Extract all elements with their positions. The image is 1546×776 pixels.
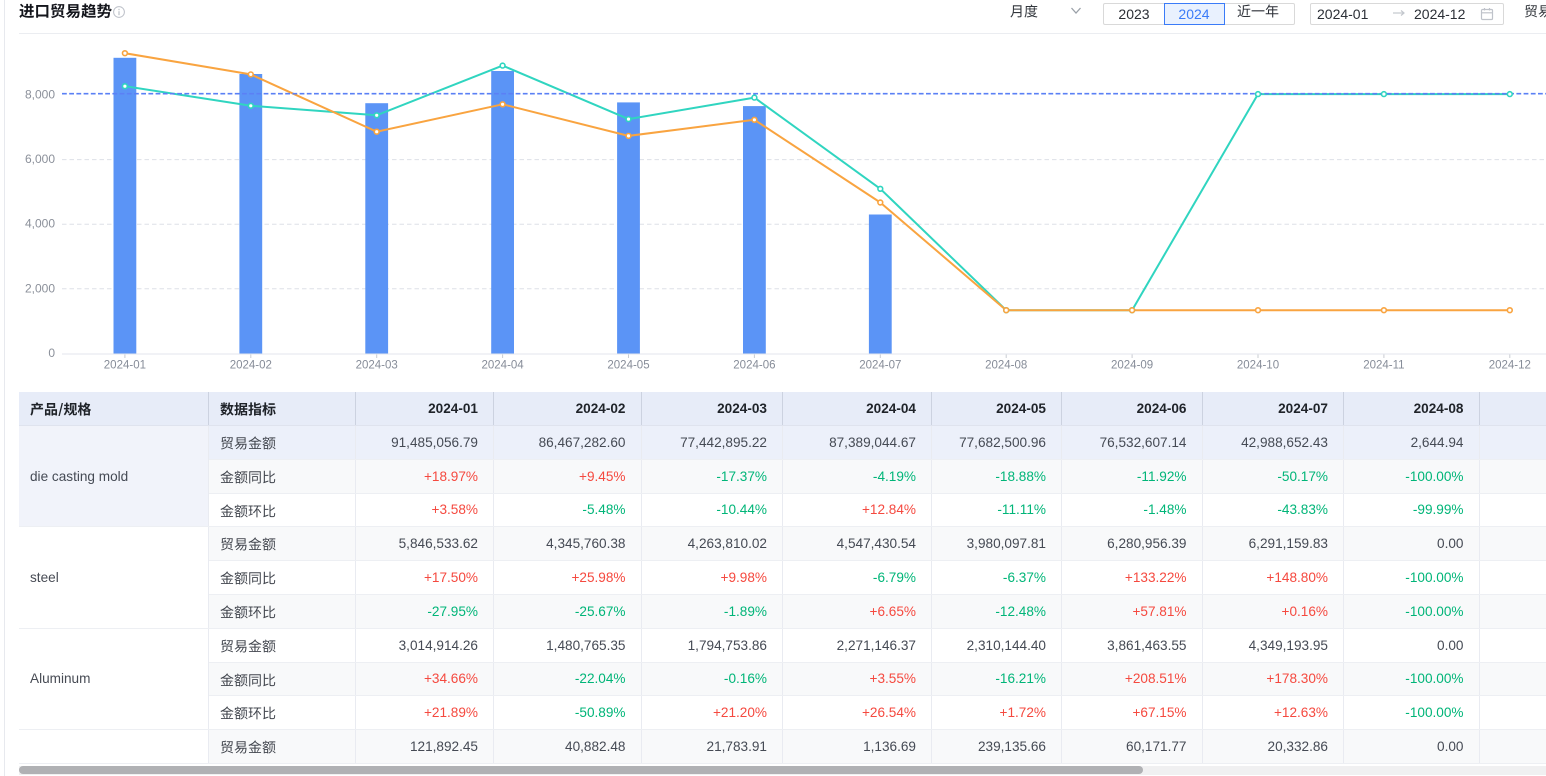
svg-text:2024-12: 2024-12 [1489, 360, 1531, 372]
svg-text:4,000: 4,000 [25, 217, 55, 231]
svg-text:2024-09: 2024-09 [1111, 360, 1153, 372]
svg-text:0: 0 [48, 346, 55, 360]
svg-text:2024-04: 2024-04 [481, 360, 524, 372]
svg-text:2024-11: 2024-11 [1363, 360, 1404, 372]
svg-text:2024-03: 2024-03 [356, 360, 398, 372]
svg-text:6,000: 6,000 [25, 152, 55, 166]
svg-text:2024-08: 2024-08 [985, 360, 1027, 372]
svg-text:2024-10: 2024-10 [1237, 360, 1279, 372]
svg-text:2024-02: 2024-02 [230, 360, 272, 372]
svg-text:2024-01: 2024-01 [104, 360, 146, 372]
svg-text:8,000: 8,000 [25, 87, 55, 101]
svg-text:2024-07: 2024-07 [859, 360, 901, 372]
svg-text:2024-05: 2024-05 [607, 360, 649, 372]
svg-text:2024-06: 2024-06 [733, 360, 775, 372]
svg-text:2,000: 2,000 [25, 281, 55, 295]
